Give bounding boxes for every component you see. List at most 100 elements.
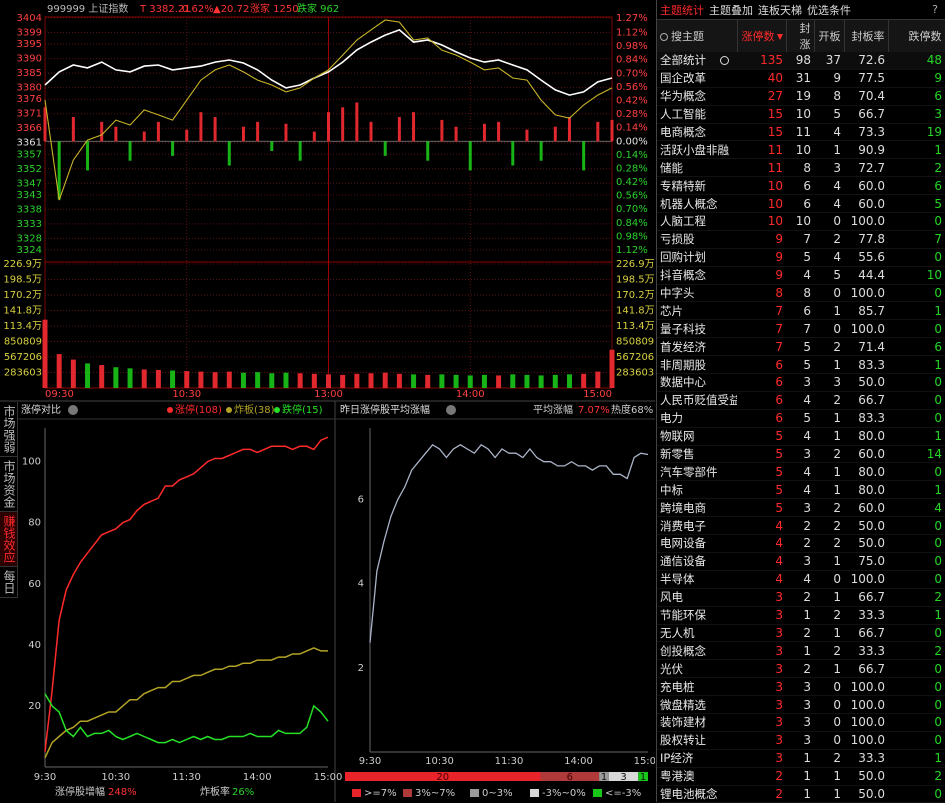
theme-row[interactable]: 芯片 7 6 1 85.7 1: [657, 301, 945, 321]
cell: 2: [814, 641, 844, 661]
theme-row[interactable]: 新零售 5 3 2 60.0 14: [657, 445, 945, 464]
cell: 1: [814, 588, 844, 607]
cell: 3: [814, 158, 844, 178]
theme-row[interactable]: IP经济 3 1 2 33.3 1: [657, 749, 945, 768]
theme-row[interactable]: 人脑工程 10 10 0 100.0 0: [657, 212, 945, 231]
info-icon[interactable]: [68, 405, 78, 415]
theme-row[interactable]: 机器人概念 10 6 4 60.0 5: [657, 194, 945, 214]
theme-row[interactable]: 半导体 4 4 0 100.0 0: [657, 570, 945, 589]
column-header[interactable]: 跌停数: [888, 20, 945, 52]
footer-value: 248%: [108, 787, 137, 798]
theme-row[interactable]: 活跃小盘非融 11 10 1 90.9 1: [657, 140, 945, 160]
theme-row[interactable]: 首发经济 7 5 2 71.4 6: [657, 337, 945, 357]
cell-text: 83.3: [858, 411, 885, 426]
y-tick-label: 3395: [17, 39, 42, 50]
cell: 2: [814, 230, 844, 249]
cell-text: 0: [833, 321, 841, 336]
cell-text: 66.7: [858, 661, 885, 676]
volume-bar: [609, 349, 615, 388]
column-header[interactable]: 开板: [814, 20, 845, 52]
theme-row[interactable]: 光伏 3 2 1 66.7 0: [657, 659, 945, 679]
theme-row[interactable]: 微盘精选 3 3 0 100.0 0: [657, 695, 945, 714]
volume-bar: [566, 374, 572, 388]
theme-row[interactable]: 通信设备 4 3 1 75.0 0: [657, 552, 945, 571]
theme-row[interactable]: 量子科技 7 7 0 100.0 0: [657, 319, 945, 339]
theme-row[interactable]: 全部统计 135 98 37 72.6 48: [657, 52, 945, 70]
info-icon[interactable]: [446, 405, 456, 415]
column-header[interactable]: 搜主题: [657, 20, 738, 52]
theme-row[interactable]: 抖音概念 9 4 5 44.4 10: [657, 266, 945, 285]
line: [369, 443, 649, 643]
cell-text: 0: [934, 321, 942, 336]
cell: 1: [814, 552, 844, 571]
tab[interactable]: ?: [932, 3, 938, 16]
theme-row[interactable]: 数据中心 6 3 3 50.0 0: [657, 373, 945, 392]
distribution-label: 20: [436, 772, 449, 783]
theme-row[interactable]: 国企改革 40 31 9 77.5 9: [657, 69, 945, 88]
tab[interactable]: 连板天梯: [758, 3, 802, 17]
theme-row[interactable]: 储能 11 8 3 72.7 2: [657, 158, 945, 178]
cell-text: 7: [775, 303, 783, 318]
breadth-bar: [482, 123, 486, 142]
cell-text: 1: [934, 142, 942, 157]
cell-text: 4: [775, 572, 783, 587]
theme-row[interactable]: 股权转让 3 3 0 100.0 0: [657, 731, 945, 750]
theme-row[interactable]: 跨境电商 5 3 2 60.0 4: [657, 498, 945, 518]
cell-text: 0: [934, 250, 942, 265]
theme-row[interactable]: 回购计划 9 5 4 55.6 0: [657, 248, 945, 267]
theme-row[interactable]: 物联网 5 4 1 80.0 1: [657, 427, 945, 446]
theme-row[interactable]: 电力 6 5 1 83.3 0: [657, 409, 945, 428]
theme-row[interactable]: 电商概念 15 11 4 73.3 19: [657, 123, 945, 142]
cell: 1: [786, 641, 814, 661]
tab[interactable]: 主题统计: [660, 3, 704, 17]
tab[interactable]: 主题叠加: [709, 3, 753, 17]
theme-row[interactable]: 锂电池概念 2 1 1 50.0 0: [657, 785, 945, 803]
theme-row[interactable]: 充电桩 3 3 0 100.0 0: [657, 677, 945, 697]
theme-row[interactable]: 人工智能 15 10 5 66.7 3: [657, 105, 945, 124]
cell: 60.0: [844, 176, 888, 196]
tab[interactable]: 优选条件: [807, 3, 851, 17]
cell: 11: [737, 140, 786, 160]
cell: 2: [786, 624, 814, 643]
theme-row[interactable]: 华为概念 27 19 8 70.4 6: [657, 87, 945, 106]
heat: 热度68%: [611, 403, 653, 416]
column-header[interactable]: 封涨: [786, 20, 815, 52]
theme-row[interactable]: 中字头 8 8 0 100.0 0: [657, 284, 945, 303]
theme-row[interactable]: 电网设备 4 2 2 50.0 0: [657, 534, 945, 553]
cell: 0: [888, 534, 945, 553]
side-tab[interactable]: 市场资金: [0, 457, 17, 512]
theme-row[interactable]: 专精特新 10 6 4 60.0 6: [657, 176, 945, 196]
quote-pct: 0.62%: [182, 4, 214, 15]
cell: 9: [888, 69, 945, 88]
theme-row[interactable]: 风电 3 2 1 66.7 2: [657, 588, 945, 607]
cell-text: 10: [926, 268, 942, 283]
cell-text: 电商概念: [660, 125, 706, 139]
theme-row[interactable]: 节能环保 3 1 2 33.3 1: [657, 606, 945, 625]
theme-row[interactable]: 非周期股 6 5 1 83.3 1: [657, 355, 945, 375]
theme-row[interactable]: 汽车零部件 5 4 1 80.0 0: [657, 462, 945, 482]
x-tick-label: 9:30: [359, 756, 381, 767]
column-header[interactable]: 封板率: [844, 20, 889, 52]
theme-row[interactable]: 中标 5 4 1 80.0 1: [657, 480, 945, 500]
theme-row[interactable]: 装饰建材 3 3 0 100.0 0: [657, 713, 945, 732]
theme-row[interactable]: 创投概念 3 1 2 33.3 2: [657, 641, 945, 661]
theme-row[interactable]: 无人机 3 2 1 66.7 0: [657, 624, 945, 643]
legend-swatch: [352, 789, 361, 797]
theme-row[interactable]: 消费电子 4 2 2 50.0 0: [657, 516, 945, 536]
toggle-icon[interactable]: [720, 56, 729, 66]
column-label: 封涨: [799, 22, 811, 51]
cell: 2: [814, 534, 844, 553]
cell: 3: [786, 373, 814, 392]
column-header[interactable]: 涨停数: [737, 20, 787, 52]
side-tab[interactable]: 市场强弱: [0, 402, 17, 457]
cell-text: 1: [934, 751, 942, 766]
theme-row[interactable]: 亏损股 9 7 2 77.8 7: [657, 230, 945, 249]
cell-text: 0: [934, 393, 942, 408]
cell-text: 0: [833, 715, 841, 730]
theme-row[interactable]: 人民币贬值受益 6 4 2 66.7 0: [657, 391, 945, 410]
cell-text: 5: [803, 339, 811, 354]
theme-name: 机器人概念: [657, 194, 737, 214]
theme-row[interactable]: 粤港澳 2 1 1 50.0 2: [657, 767, 945, 786]
side-tab[interactable]: 每日: [0, 567, 17, 598]
side-tab[interactable]: 赚钱效应: [0, 512, 17, 567]
